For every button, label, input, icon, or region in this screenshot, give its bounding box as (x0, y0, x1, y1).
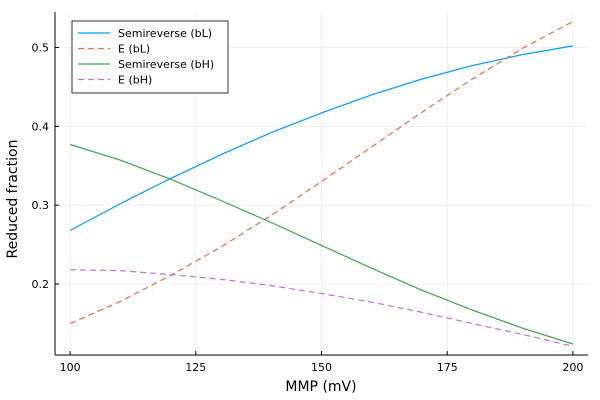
legend-label: E (bH) (118, 74, 152, 87)
y-tick-label: 0.3 (32, 199, 50, 212)
legend-label: Semireverse (bH) (118, 58, 214, 71)
axes (54, 12, 588, 356)
y-tick-label: 0.4 (32, 120, 50, 133)
legend: Semireverse (bL) E (bL) Semireverse (bH) E … (71, 20, 229, 94)
legend-label: Semireverse (bL) (118, 27, 212, 40)
x-axis-label: MMP (mV) (285, 379, 356, 395)
series-line-2 (69, 20, 574, 325)
series-line-3 (69, 143, 574, 345)
series-line-4 (70, 269, 574, 347)
y-axis-label: Reduced fraction (5, 140, 21, 259)
legend-label: E (bL) (118, 43, 150, 56)
series-line-1 (69, 45, 574, 231)
x-tick-label: 150 (311, 361, 332, 374)
plot-lines (69, 20, 574, 347)
x-tick-label: 200 (562, 361, 583, 374)
tick-labels: 100 125 150 175 200 0.2 0.3 0.4 0.5 (32, 41, 584, 374)
y-tick-label: 0.2 (32, 278, 50, 291)
x-tick-label: 175 (437, 361, 458, 374)
y-tick-label: 0.5 (32, 41, 50, 54)
x-tick-label: 125 (185, 361, 206, 374)
x-tick-label: 100 (60, 361, 81, 374)
